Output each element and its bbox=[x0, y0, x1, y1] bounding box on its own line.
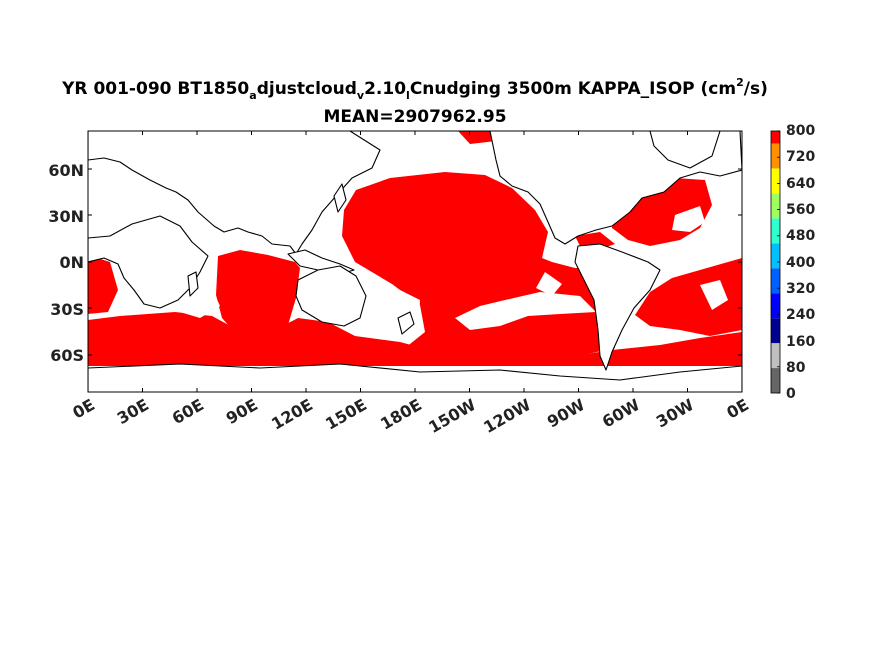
colorbar-label: 320 bbox=[786, 281, 815, 297]
colorbar-label: 0 bbox=[786, 386, 796, 402]
colorbar-segment bbox=[771, 243, 780, 269]
lat-label: 60N bbox=[48, 161, 84, 180]
pacific-field bbox=[342, 172, 632, 362]
lon-label: 150W bbox=[425, 395, 479, 437]
map-field bbox=[88, 131, 742, 392]
lon-label: 0E bbox=[723, 395, 752, 422]
map-ticks bbox=[87, 131, 743, 392]
mean-subtitle: MEAN=2907962.95 bbox=[323, 107, 507, 127]
eurasia-coast bbox=[88, 131, 381, 255]
lon-label: 90W bbox=[544, 395, 588, 432]
greenland-coast bbox=[649, 131, 721, 169]
colorbar-segment bbox=[771, 193, 780, 219]
antarctica-coast bbox=[88, 363, 742, 392]
colorbar-segment bbox=[771, 218, 780, 244]
lon-label: 30W bbox=[653, 395, 697, 432]
colorbar-label: 640 bbox=[786, 176, 815, 192]
southern-field bbox=[88, 312, 742, 366]
lat-label: 60S bbox=[50, 346, 84, 365]
colorbar-label: 240 bbox=[786, 307, 815, 323]
ridge-gaps bbox=[180, 206, 728, 336]
colorbar-labels: 0 80 160 240 320 400 480 560 640 720 800 bbox=[786, 123, 815, 402]
lon-label: 30E bbox=[114, 395, 152, 428]
lon-label: 0E bbox=[69, 395, 98, 422]
lat-labels: 60N 30N 0N 30S 60S bbox=[48, 161, 84, 365]
madagascar-coast bbox=[187, 271, 199, 297]
lon-label: 150E bbox=[322, 395, 370, 434]
africa-coast bbox=[88, 215, 209, 309]
plot-title: YR 001-090 BT1850adjustcloudv2.10lCnudgi… bbox=[62, 76, 768, 102]
newzealand-coast bbox=[397, 311, 415, 335]
colorbar-label: 480 bbox=[786, 228, 815, 244]
lon-label: 120W bbox=[480, 395, 534, 437]
colorbar-segment bbox=[771, 131, 780, 144]
lon-labels: 0E 30E 60E 90E 120E 150E 180E 150W 120W … bbox=[69, 395, 752, 437]
japan-coast bbox=[333, 183, 347, 213]
lon-label: 180E bbox=[377, 395, 425, 434]
coastlines bbox=[88, 131, 742, 392]
colorbar-segment bbox=[771, 368, 780, 393]
colorbar-segment bbox=[771, 343, 780, 369]
lat-label: 0N bbox=[59, 253, 84, 272]
south-america-coast bbox=[574, 243, 661, 371]
lon-label: 60E bbox=[169, 395, 207, 428]
colorbar-label: 800 bbox=[786, 123, 815, 139]
colorbar-segment bbox=[771, 293, 780, 319]
australia-coast bbox=[295, 265, 367, 327]
colorbar-segment bbox=[771, 318, 780, 344]
colorbar-label: 560 bbox=[786, 202, 815, 218]
colorbar-segment bbox=[771, 168, 780, 194]
colorbar-label: 720 bbox=[786, 149, 815, 165]
lon-label: 60W bbox=[599, 395, 643, 432]
colorbar-segment bbox=[771, 143, 780, 169]
west-africa-field bbox=[88, 255, 118, 314]
colorbar-segment bbox=[771, 268, 780, 294]
lat-label: 30N bbox=[48, 207, 84, 226]
lat-label: 30S bbox=[50, 300, 84, 319]
colorbar-label: 160 bbox=[786, 334, 815, 350]
colorbar bbox=[770, 130, 781, 394]
lon-label: 90E bbox=[223, 395, 261, 428]
atlantic-south-field bbox=[635, 258, 742, 336]
indian-field bbox=[216, 250, 300, 340]
lon-label: 120E bbox=[268, 395, 316, 434]
colorbar-label: 400 bbox=[786, 255, 815, 271]
colorbar-label: 80 bbox=[786, 360, 806, 376]
